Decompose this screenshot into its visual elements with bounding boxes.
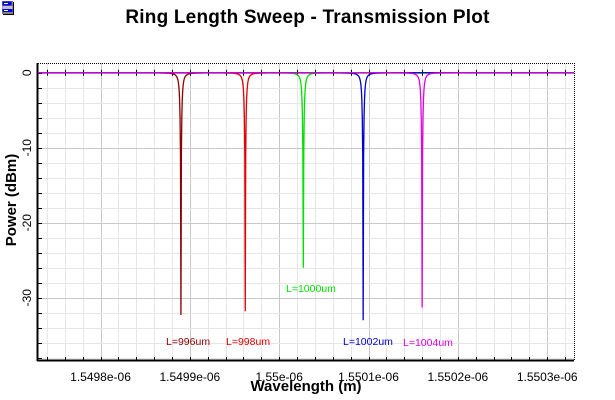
x-tick-label: 1.5501e-06	[338, 370, 399, 384]
x-axis-title: Wavelength (m)	[250, 378, 361, 395]
y-tick-label: 0	[20, 69, 34, 76]
series-labels: L=996um L=998um L=1000um L=1002um L=1004um	[166, 283, 453, 349]
x-tick-label: 1.55e-06	[256, 370, 304, 384]
x-tick-label: 1.5502e-06	[427, 370, 488, 384]
y-tick-labels: 0 -10 -20 -30	[20, 69, 34, 306]
series-label: L=1002um	[343, 336, 393, 348]
y-tick-label: -30	[20, 289, 34, 307]
series-line-l1004um	[38, 72, 574, 308]
series-label: L=996um	[166, 336, 210, 348]
chart-title: Ring Length Sweep - Transmission Plot	[125, 7, 490, 28]
series-lines	[38, 72, 574, 321]
x-tick-label: 1.5498e-06	[70, 370, 131, 384]
y-tick-label: -20	[20, 214, 34, 232]
grid	[38, 63, 574, 360]
plot-frame	[36, 63, 575, 362]
chart-window-icon	[2, 1, 14, 15]
x-tick-labels: 1.5498e-06 1.5499e-06 1.55e-06 1.5501e-06 1.…	[70, 370, 578, 384]
y-axis-title: Power (dBm)	[3, 154, 20, 247]
series-label: L=1000um	[286, 283, 336, 295]
x-tick-label: 1.5499e-06	[159, 370, 220, 384]
x-tick-label: 1.5503e-06	[517, 370, 578, 384]
series-label: L=998um	[226, 336, 270, 348]
y-tick-label: -10	[20, 139, 34, 157]
series-label: L=1004um	[403, 337, 453, 349]
